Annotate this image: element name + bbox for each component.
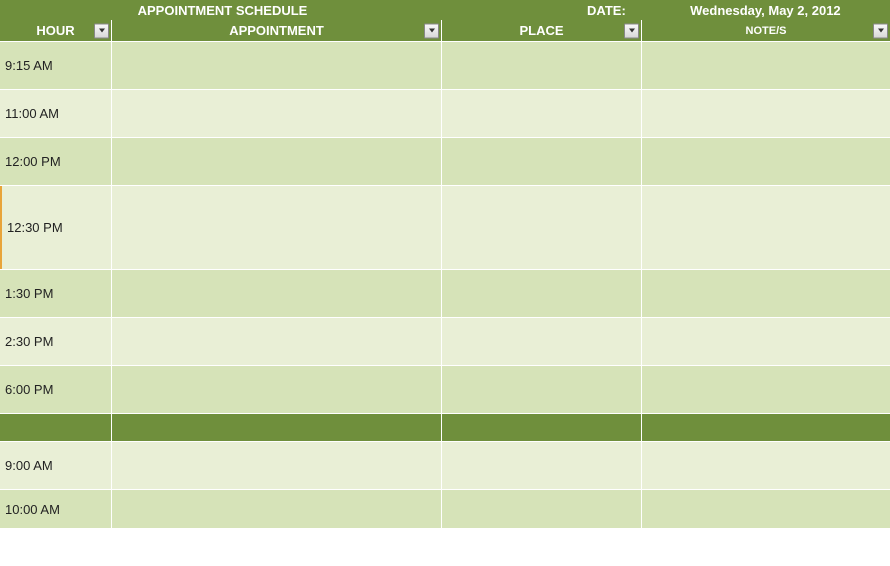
cell-place[interactable] [442, 270, 642, 317]
cell-hour[interactable]: 10:00 AM [0, 490, 112, 528]
cell-place[interactable] [442, 414, 642, 441]
column-header-hour-label: HOUR [36, 23, 74, 38]
filter-dropdown-icon[interactable] [624, 23, 639, 38]
column-header-appointment-label: APPOINTMENT [229, 23, 324, 38]
cell-notes[interactable] [642, 490, 890, 528]
cell-place[interactable] [442, 186, 642, 269]
cell-notes[interactable] [642, 90, 890, 137]
table-row[interactable]: 6:00 PM [0, 366, 890, 414]
table-row[interactable]: 12:00 PM [0, 138, 890, 186]
cell-appointment[interactable] [112, 366, 442, 413]
table-row[interactable]: 12:30 PM [0, 186, 890, 270]
appointment-schedule: APPOINTMENT SCHEDULE DATE: Wednesday, Ma… [0, 0, 890, 528]
cell-hour[interactable]: 1:30 PM [0, 270, 112, 317]
cell-appointment[interactable] [112, 414, 442, 441]
cell-notes[interactable] [642, 366, 890, 413]
cell-hour[interactable]: 11:00 AM [0, 90, 112, 137]
cell-notes[interactable] [642, 42, 890, 89]
cell-notes[interactable] [642, 318, 890, 365]
cell-appointment[interactable] [112, 270, 442, 317]
cell-hour[interactable]: 9:15 AM [0, 42, 112, 89]
column-header-hour: HOUR [0, 20, 112, 41]
cell-appointment[interactable] [112, 318, 442, 365]
cell-notes[interactable] [642, 442, 890, 489]
column-header-place: PLACE [442, 20, 642, 41]
cell-appointment[interactable] [112, 90, 442, 137]
cell-notes[interactable] [642, 186, 890, 269]
column-header-notes: NOTE/S [642, 20, 890, 41]
cell-place[interactable] [442, 138, 642, 185]
date-value: Wednesday, May 2, 2012 [641, 3, 890, 18]
table-row[interactable]: 2:30 PM [0, 318, 890, 366]
table-row[interactable]: 1:30 PM [0, 270, 890, 318]
cell-hour[interactable]: 12:00 PM [0, 138, 112, 185]
cell-appointment[interactable] [112, 138, 442, 185]
column-header-notes-label: NOTE/S [746, 25, 787, 37]
cell-place[interactable] [442, 442, 642, 489]
filter-dropdown-icon[interactable] [94, 23, 109, 38]
cell-place[interactable] [442, 90, 642, 137]
table-row[interactable]: 10:00 AM [0, 490, 890, 528]
cell-notes[interactable] [642, 270, 890, 317]
filter-dropdown-icon[interactable] [873, 23, 888, 38]
table-row[interactable]: 9:00 AM [0, 442, 890, 490]
column-header-appointment: APPOINTMENT [112, 20, 442, 41]
title-row: APPOINTMENT SCHEDULE DATE: Wednesday, Ma… [0, 0, 890, 20]
cell-appointment[interactable] [112, 42, 442, 89]
column-headers: HOUR APPOINTMENT PLACE NOTE/S [0, 20, 890, 42]
cell-place[interactable] [442, 366, 642, 413]
cell-place[interactable] [442, 42, 642, 89]
cell-hour[interactable]: 6:00 PM [0, 366, 112, 413]
cell-place[interactable] [442, 490, 642, 528]
table-body: 9:15 AM11:00 AM12:00 PM12:30 PM1:30 PM2:… [0, 42, 890, 528]
table-row[interactable]: 9:15 AM [0, 42, 890, 90]
cell-appointment[interactable] [112, 442, 442, 489]
cell-hour[interactable]: 9:00 AM [0, 442, 112, 489]
table-row[interactable] [0, 414, 890, 442]
date-label: DATE: [445, 3, 641, 18]
cell-notes[interactable] [642, 138, 890, 185]
column-header-place-label: PLACE [519, 23, 563, 38]
cell-hour[interactable]: 12:30 PM [0, 186, 112, 269]
cell-hour[interactable]: 2:30 PM [0, 318, 112, 365]
cell-appointment[interactable] [112, 186, 442, 269]
schedule-title: APPOINTMENT SCHEDULE [0, 3, 445, 18]
cell-notes[interactable] [642, 414, 890, 441]
table-row[interactable]: 11:00 AM [0, 90, 890, 138]
filter-dropdown-icon[interactable] [424, 23, 439, 38]
cell-hour[interactable] [0, 414, 112, 441]
cell-place[interactable] [442, 318, 642, 365]
cell-appointment[interactable] [112, 490, 442, 528]
